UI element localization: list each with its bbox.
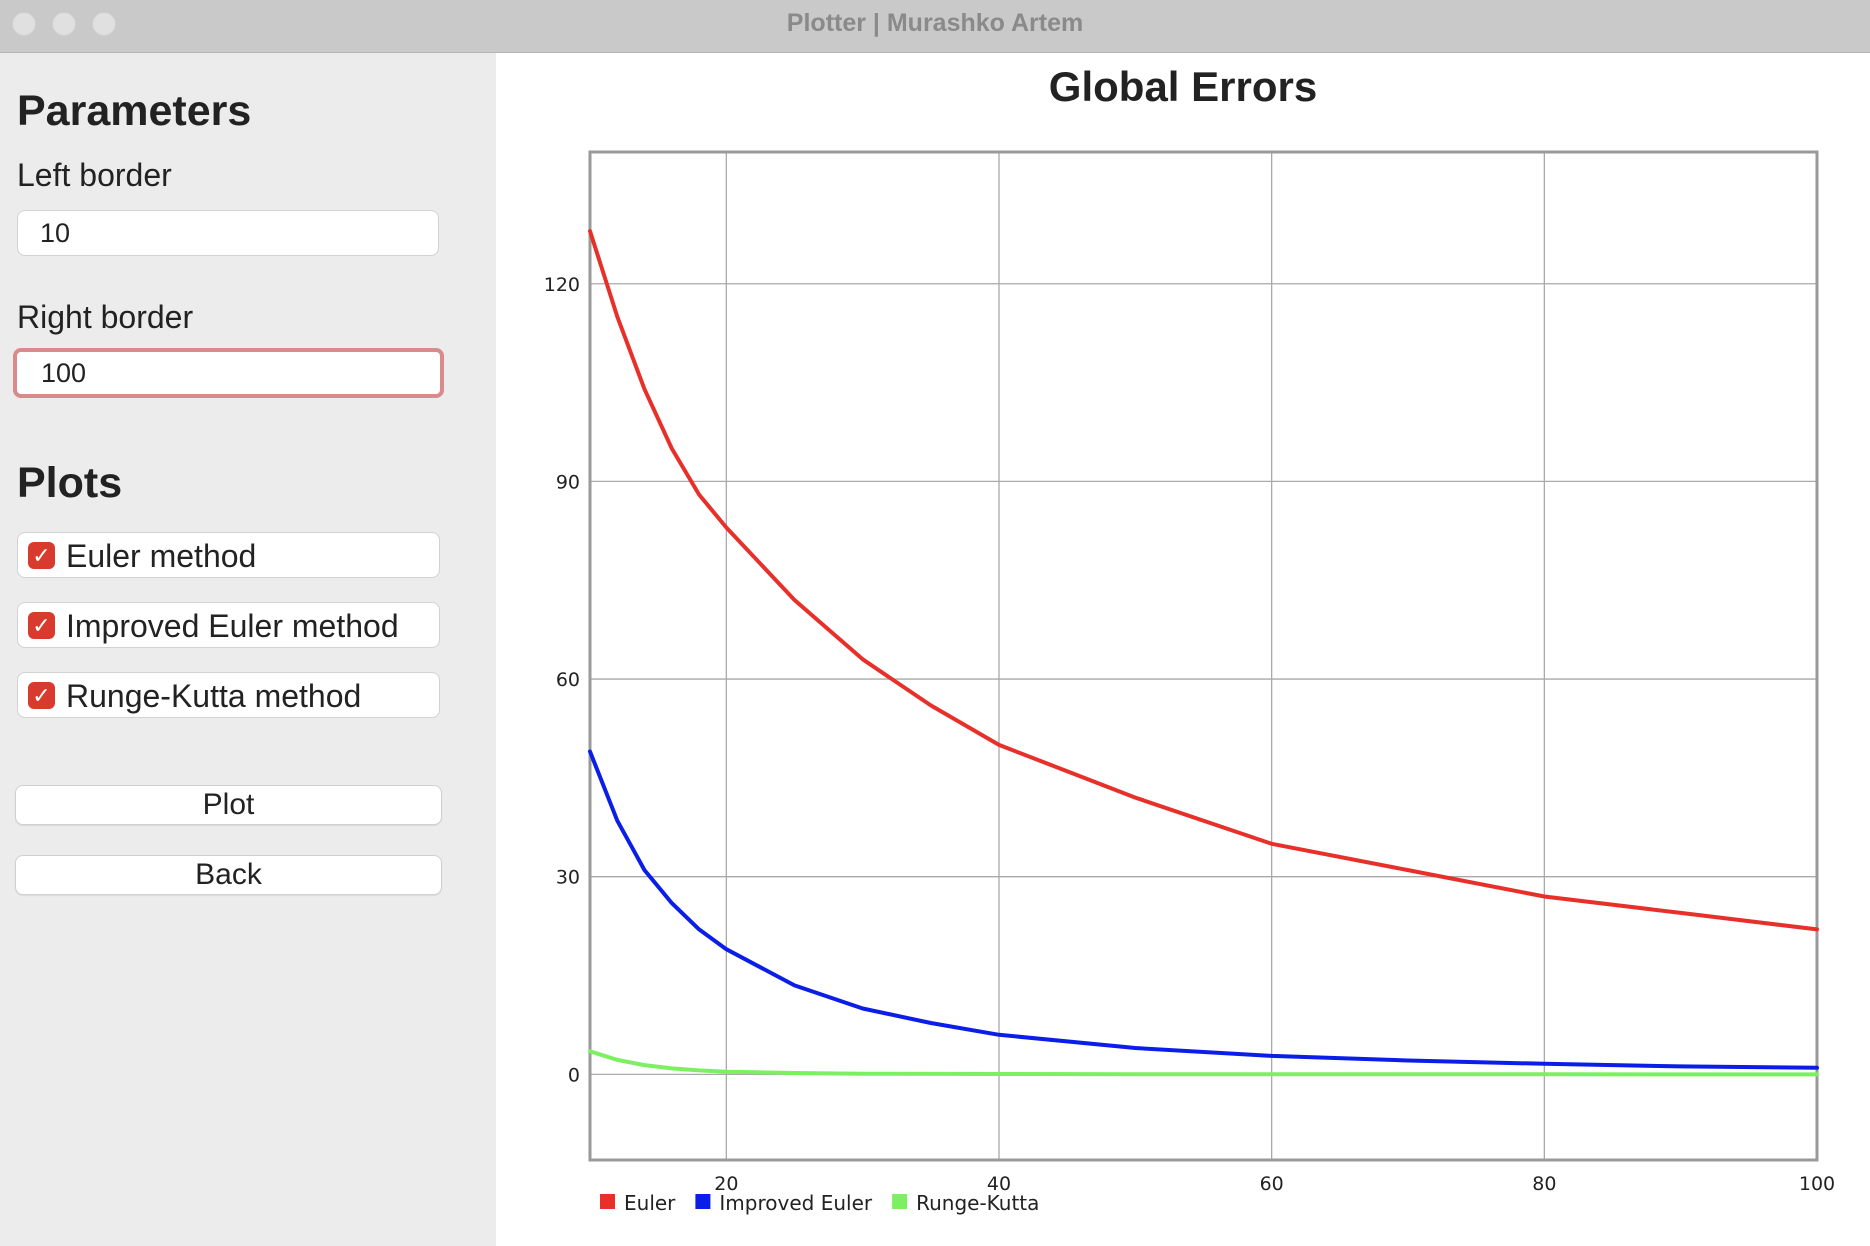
runge-kutta-method-checkbox[interactable]: ✓ — [28, 682, 55, 709]
series-line-euler — [588, 229, 1819, 932]
legend-label-improved-euler: Improved Euler — [719, 1191, 872, 1215]
euler-method-checkbox[interactable]: ✓ — [28, 542, 55, 569]
minimize-window-button[interactable] — [52, 12, 76, 36]
series-line-runge-kutta — [588, 1049, 1819, 1077]
improved-euler-method-checkbox[interactable]: ✓ — [28, 612, 55, 639]
window-title: Plotter | Murashko Artem — [786, 9, 1084, 37]
legend-label-euler: Euler — [624, 1191, 676, 1215]
y-tick-label: 120 — [544, 274, 580, 296]
chart-title: Global Errors — [1048, 63, 1318, 110]
series-line-improved-euler — [588, 749, 1819, 1070]
left-border-label: Left border — [17, 157, 172, 193]
y-tick-label: 0 — [568, 1064, 580, 1086]
close-window-button[interactable] — [12, 12, 36, 36]
plots-heading: Plots — [17, 459, 123, 507]
sidebar: Parameters Left border Right border Plot… — [0, 53, 496, 1246]
right-border-input[interactable] — [13, 348, 444, 398]
runge-kutta-method-checkbox-row[interactable]: ✓ Runge-Kutta method — [17, 672, 440, 718]
x-tick-label: 40 — [987, 1173, 1011, 1195]
left-border-input[interactable] — [17, 210, 439, 256]
title-bar: Plotter | Murashko Artem — [0, 0, 1870, 53]
back-button[interactable]: Back — [15, 855, 442, 895]
x-tick-label: 80 — [1532, 1173, 1556, 1195]
chart-panel: Global Errors 20 40 60 80 100 0 30 60 90 120 Euler… — [496, 53, 1870, 1246]
euler-method-label: Euler method — [66, 538, 257, 574]
x-tick-label: 60 — [1260, 1173, 1284, 1195]
parameters-heading: Parameters — [17, 87, 252, 135]
plot-button[interactable]: Plot — [15, 785, 442, 825]
y-tick-label: 30 — [556, 867, 580, 889]
x-tick-label: 20 — [714, 1173, 738, 1195]
legend-swatch-improved-euler — [695, 1194, 711, 1209]
legend-swatch-runge-kutta — [892, 1194, 908, 1209]
improved-euler-method-label: Improved Euler method — [66, 608, 399, 644]
y-tick-label: 90 — [556, 471, 580, 493]
legend-label-runge-kutta: Runge-Kutta — [916, 1191, 1039, 1215]
plot-frame — [588, 150, 1819, 1162]
runge-kutta-method-label: Runge-Kutta method — [66, 678, 362, 714]
right-border-label: Right border — [17, 299, 194, 335]
improved-euler-method-checkbox-row[interactable]: ✓ Improved Euler method — [17, 602, 440, 648]
legend-swatch-euler — [600, 1194, 615, 1209]
euler-method-checkbox-row[interactable]: ✓ Euler method — [17, 532, 440, 578]
zoom-window-button[interactable] — [92, 12, 116, 36]
x-tick-label: 100 — [1799, 1173, 1835, 1195]
global-errors-chart: 20 40 60 80 100 0 30 60 90 120 Euler Improved Euler… — [544, 150, 1835, 1215]
y-tick-label: 60 — [556, 669, 580, 691]
